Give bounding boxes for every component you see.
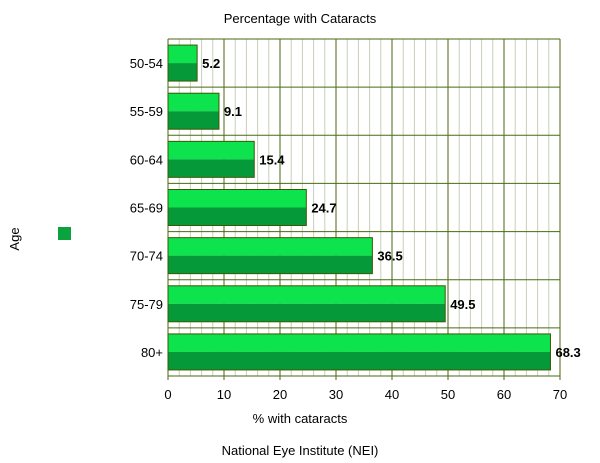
x-axis-title: % with cataracts — [253, 411, 348, 426]
bar-55-59-bottom — [168, 111, 219, 130]
category-label: 80+ — [141, 345, 163, 360]
bar-60-64-top — [168, 141, 255, 160]
value-label: 15.4 — [259, 152, 285, 167]
bar-75-79-bottom — [168, 303, 446, 322]
bar-75-79 — [167, 285, 446, 323]
category-label: 50-54 — [130, 56, 163, 71]
value-label: 36.5 — [377, 249, 402, 264]
chart-title: Percentage with Cataracts — [224, 11, 377, 26]
value-label: 68.3 — [555, 345, 580, 360]
category-label: 70-74 — [130, 249, 163, 264]
bar-65-69-top — [168, 189, 307, 208]
bar-50-54-top — [168, 45, 198, 64]
category-label: 55-59 — [130, 104, 163, 119]
category-label: 75-79 — [130, 297, 163, 312]
x-axis-ticks: 0 10 20 30 40 50 60 70 — [164, 376, 567, 402]
bar-80+-top — [168, 333, 551, 352]
bar-60-64 — [167, 140, 255, 178]
bar-80+-bottom — [168, 351, 551, 370]
y-axis-title: Age — [7, 227, 22, 250]
x-tick-label: 30 — [329, 387, 343, 402]
bar-55-59-top — [168, 93, 219, 112]
source-note: National Eye Institute (NEI) — [222, 443, 379, 458]
value-label: 49.5 — [450, 297, 475, 312]
value-label: 24.7 — [311, 201, 336, 216]
bar-55-59 — [167, 92, 220, 130]
category-label: 60-64 — [130, 152, 163, 167]
x-tick-label: 60 — [497, 387, 511, 402]
bar-60-64-bottom — [168, 159, 255, 178]
bar-70-74-bottom — [168, 255, 373, 274]
x-tick-label: 0 — [164, 387, 171, 402]
bar-50-54 — [167, 44, 198, 82]
x-tick-label: 70 — [553, 387, 567, 402]
bars — [167, 44, 551, 371]
value-label: 9.1 — [224, 104, 242, 119]
x-tick-label: 10 — [217, 387, 231, 402]
category-label: 65-69 — [130, 201, 163, 216]
bar-50-54-bottom — [168, 63, 198, 82]
bar-80+ — [167, 333, 551, 371]
bar-65-69 — [167, 189, 307, 226]
category-labels: 50-54 55-59 60-64 65-69 70-74 75-79 80+ — [130, 56, 163, 360]
bar-65-69-bottom — [168, 207, 307, 226]
x-tick-label: 40 — [385, 387, 399, 402]
legend-swatch — [58, 227, 71, 240]
value-label: 5.2 — [202, 56, 220, 71]
bar-70-74 — [167, 237, 373, 275]
x-tick-label: 20 — [273, 387, 287, 402]
x-tick-label: 50 — [441, 387, 455, 402]
value-labels: 5.2 9.1 15.4 24.7 36.5 49.5 68.3 — [202, 56, 581, 360]
bar-70-74-top — [168, 237, 373, 256]
bar-75-79-top — [168, 285, 446, 304]
